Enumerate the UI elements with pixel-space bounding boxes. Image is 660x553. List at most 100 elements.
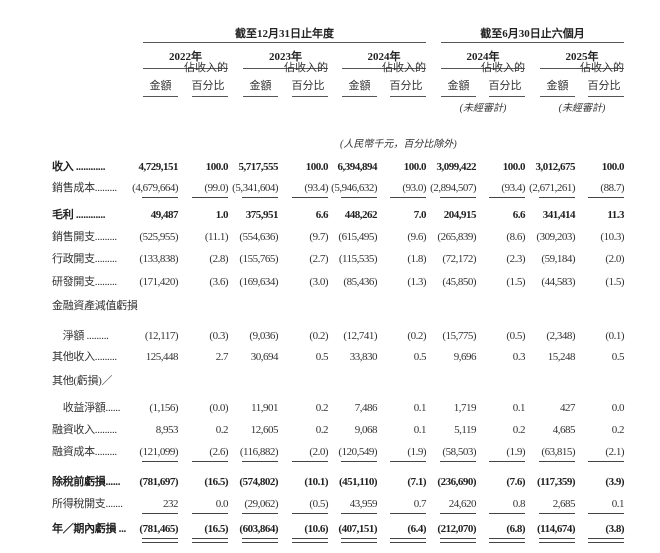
amount-cell: (133,838) — [139, 253, 178, 265]
percent-cell: 0.1 — [611, 498, 625, 510]
percent-cell: (0.1) — [605, 330, 624, 342]
pct-header-line1: 佔收入的 — [184, 62, 228, 74]
percent-cell: (0.2) — [407, 330, 426, 342]
divider — [243, 68, 328, 69]
pct-header-line2: 百分比 — [587, 80, 621, 92]
row-label: 收益淨額...... — [52, 402, 121, 414]
divider — [143, 96, 178, 97]
amount-cell: (265,839) — [437, 231, 476, 243]
row-label: 金融資產減值虧損 — [52, 300, 138, 312]
divider — [489, 96, 525, 97]
single-underline — [539, 513, 575, 514]
percent-cell: (10.3) — [600, 231, 624, 243]
percent-cell: (3.0) — [309, 276, 328, 288]
table-row: 銷售開支......... (525,955) (11.1) (554,636) (9.… — [52, 231, 632, 245]
amount-cell: (12,741) — [343, 330, 377, 342]
amount-cell: (115,535) — [338, 253, 378, 265]
amount-cell: 33,830 — [349, 351, 378, 363]
single-underline — [588, 461, 624, 462]
amount-cell: 9,696 — [453, 351, 477, 363]
percent-cell: 2.7 — [215, 351, 229, 363]
double-underline — [390, 538, 426, 543]
percent-cell: (9.6) — [407, 231, 426, 243]
row-label: 其他收入......... — [52, 351, 117, 363]
percent-cell: (93.4) — [501, 182, 525, 194]
amount-cell: 9,068 — [354, 424, 378, 436]
single-underline — [489, 461, 525, 462]
single-underline — [539, 461, 575, 462]
amount-cell: (525,955) — [139, 231, 178, 243]
amount-cell: 12,605 — [250, 424, 279, 436]
amount-cell: (212,070) — [437, 523, 476, 535]
amount-cell: (603,864) — [239, 523, 278, 535]
amount-cell: 8,953 — [155, 424, 179, 436]
percent-cell: 6.6 — [512, 209, 526, 221]
single-underline — [489, 513, 525, 514]
row-label: 行政開支......... — [52, 253, 117, 265]
amount-cell: (44,583) — [541, 276, 575, 288]
percent-cell: (1.3) — [407, 276, 426, 288]
percent-cell: (10.1) — [304, 476, 328, 488]
double-underline — [242, 538, 278, 543]
percent-cell: 1.0 — [215, 209, 229, 221]
percent-cell: (3.6) — [209, 276, 228, 288]
single-underline — [292, 513, 328, 514]
double-underline — [539, 538, 575, 543]
table-row: 金融資產減值虧損 — [52, 300, 632, 314]
pct-header-line2: 百分比 — [488, 80, 522, 92]
divider — [342, 68, 426, 69]
percent-cell: 6.6 — [315, 209, 329, 221]
amount-cell: (29,062) — [244, 498, 278, 510]
unaudited-note: (未經審計) — [558, 103, 606, 114]
row-label: 年／期內虧損 ... — [52, 523, 126, 535]
row-label: 淨額 ......... — [52, 330, 109, 342]
divider — [143, 68, 228, 69]
row-label: 其他(虧損)／ — [52, 375, 113, 387]
amount-cell: (114,674) — [537, 523, 575, 535]
amount-cell: (58,503) — [442, 446, 476, 458]
year-header: 2022年 — [169, 51, 202, 63]
single-underline — [341, 197, 377, 198]
percent-cell: (1.5) — [605, 276, 624, 288]
row-label: 毛利 ............ — [52, 209, 106, 221]
percent-cell: (1.8) — [407, 253, 426, 265]
percent-cell: (2.6) — [209, 446, 228, 458]
amount-cell: (63,815) — [541, 446, 575, 458]
table-row: 淨額 ......... (12,117) (0.3) (9,036) (0.2) (12… — [52, 330, 632, 344]
group-header-six-months: 截至6月30日止六個月 — [480, 28, 585, 40]
amount-cell: 7,486 — [354, 402, 378, 414]
amount-cell: 1,719 — [453, 402, 477, 414]
percent-cell: 7.0 — [413, 209, 427, 221]
percent-cell: (0.5) — [506, 330, 525, 342]
amount-cell: (155,765) — [239, 253, 278, 265]
amount-cell: 232 — [163, 498, 179, 510]
double-underline — [192, 538, 228, 543]
amount-cell: (615,495) — [338, 231, 377, 243]
amount-header: 金額 — [149, 80, 172, 92]
percent-cell: (2.8) — [209, 253, 228, 265]
table-row: 收益淨額...... (1,156) (0.0) 11,901 0.2 7,486 0.1 1… — [52, 402, 632, 416]
percent-cell: (6.8) — [506, 523, 525, 535]
percent-cell: 100.0 — [205, 161, 229, 173]
amount-cell: (171,420) — [139, 276, 178, 288]
amount-cell: (1,156) — [149, 402, 178, 414]
percent-cell: (93.0) — [402, 182, 426, 194]
row-label: 融資成本......... — [52, 446, 117, 458]
table-row: 其他(虧損)／ — [52, 375, 632, 389]
table-row: 銷售成本......... (4,679,664) (99.0) (5,341,604… — [52, 182, 632, 196]
single-underline — [192, 513, 228, 514]
percent-cell: 0.1 — [413, 424, 427, 436]
amount-cell: 2,685 — [552, 498, 576, 510]
table-row: 行政開支......... (133,838) (2.8) (155,765) (2.7… — [52, 253, 632, 267]
amount-cell: 5,119 — [454, 424, 476, 436]
table-row: 除稅前虧損...... (781,697) (16.5) (574,802) (10.1… — [52, 476, 632, 490]
single-underline — [440, 513, 476, 514]
pct-header-line1: 佔收入的 — [580, 62, 624, 74]
divider — [441, 96, 476, 97]
amount-cell: (407,151) — [338, 523, 377, 535]
percent-cell: (2.7) — [309, 253, 328, 265]
divider — [243, 96, 278, 97]
pct-header-line2: 百分比 — [291, 80, 325, 92]
double-underline — [440, 538, 476, 543]
divider — [540, 96, 575, 97]
